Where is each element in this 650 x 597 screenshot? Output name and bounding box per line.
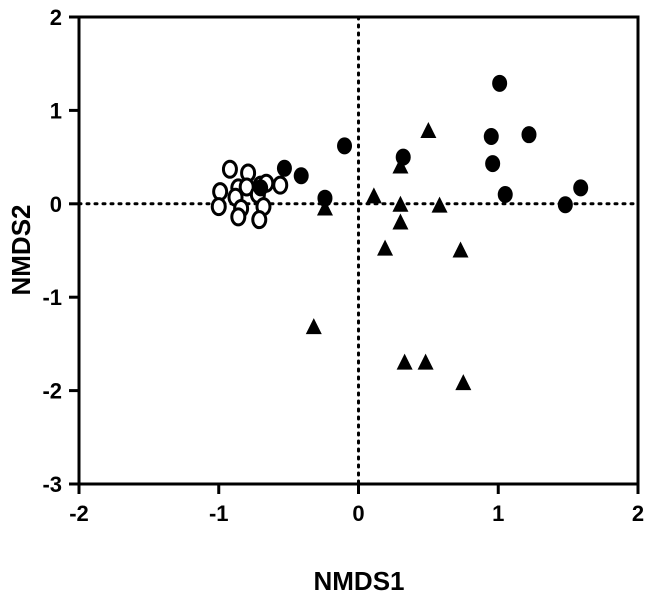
filled-circle-point [557, 196, 573, 214]
x-tick-label: 0 [352, 501, 364, 526]
filled-circle-point [492, 74, 508, 92]
y-tick-label: 0 [50, 192, 62, 217]
y-tick-label: -1 [42, 285, 62, 310]
open-circle-point [221, 159, 238, 179]
filled-triangle-point [455, 374, 472, 391]
reference-lines [77, 15, 640, 486]
y-tick-label: -2 [42, 379, 62, 404]
filled-triangle-point [417, 353, 434, 370]
y-axis-title: NMDS2 [6, 204, 36, 295]
filled-triangle-point [365, 187, 382, 204]
open-circle-point [272, 175, 289, 195]
filled-triangle-point [392, 157, 409, 174]
x-tick-label: -2 [69, 501, 89, 526]
filled-triangle-point [392, 213, 409, 230]
data-points [210, 74, 589, 391]
filled-circle-point [337, 137, 353, 155]
filled-circle-point [253, 179, 269, 197]
filled-circle-point [293, 167, 309, 185]
filled-triangle-point [431, 196, 448, 213]
filled-circle-point [573, 179, 589, 197]
y-tick-label: -3 [42, 472, 62, 497]
x-tick-label: 1 [492, 501, 504, 526]
filled-circle-point [483, 128, 499, 146]
filled-circle-point [485, 155, 501, 173]
filled-triangle-point [392, 195, 409, 212]
filled-circle-point [521, 126, 537, 144]
x-axis-title: NMDS1 [313, 566, 404, 596]
filled-circle-point [497, 185, 513, 203]
filled-circle-point [317, 189, 333, 207]
y-tick-label: 1 [50, 98, 62, 123]
filled-circle-point [276, 159, 292, 177]
filled-triangle-point [396, 353, 413, 370]
open-circle-point [210, 197, 227, 217]
y-tick-label: 2 [50, 5, 62, 30]
filled-triangle-point [305, 318, 322, 335]
x-tick-label: 2 [632, 501, 644, 526]
filled-triangle-point [377, 239, 394, 256]
x-tick-label: -1 [209, 501, 229, 526]
open-circle-point [251, 210, 268, 230]
filled-triangle-point [420, 121, 437, 138]
filled-triangle-point [316, 199, 333, 216]
axis-ticks: -2 -1 0 1 2 2 1 0 -1 -2 -3 [42, 5, 644, 526]
filled-triangle-point [452, 241, 469, 258]
open-circle-point [230, 207, 247, 227]
